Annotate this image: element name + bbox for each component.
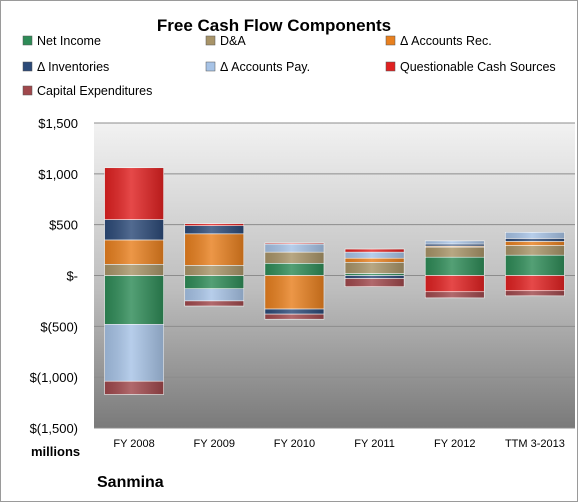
bar-shade [425,257,485,276]
bar-shade [264,263,324,276]
legend: Net Income D&A Δ Accounts Rec. Δ Inventorie… [22,34,556,98]
bar-shade [104,219,164,240]
y-tick-label: $1,500 [38,116,78,131]
bar-shade [104,324,164,382]
y-tick-label: $(1,500) [30,421,78,436]
legend-swatch [205,61,216,72]
bar-shade [505,241,565,246]
bars [104,167,565,395]
bar-shade [104,275,164,325]
bar-shade [184,223,244,226]
bar-shade [505,238,565,242]
legend-label: Δ Accounts Rec. [400,34,492,48]
bar-shade [345,262,405,274]
bar-shade [505,255,565,276]
bar-shade [345,278,405,287]
legend-label: Δ Inventories [37,60,109,74]
bar-shade [505,275,565,291]
bar-shade [184,225,244,234]
legend-label: Δ Accounts Pay. [220,60,310,74]
bar-shade [425,275,485,292]
bar-shade [264,275,324,310]
legend-label: Capital Expenditures [37,84,152,98]
bar-shade [345,252,405,259]
bar-shade [425,240,485,244]
bar-shade [184,233,244,266]
bar-shade [104,381,164,395]
bar-shade [425,243,485,247]
legend-swatch [385,35,396,46]
legend-swatch [22,85,33,96]
bar-shade [345,275,405,279]
legend-swatch [22,35,33,46]
grid [94,122,575,429]
legend-swatch [205,35,216,46]
bar-shade [345,249,405,253]
bar-shade [425,246,485,248]
legend-swatch [385,61,396,72]
bar-shade [264,309,324,315]
bar-shade [104,264,164,276]
bar-shade [425,291,485,298]
bar-shade [264,252,324,264]
bar-shade [264,314,324,320]
bar-shade [184,288,244,301]
y-tick-label: $(1,000) [30,370,78,385]
x-tick-label: FY 2009 [194,438,235,450]
legend-label: D&A [220,34,246,48]
bar-shade [505,245,565,256]
x-axis: FY 2008 FY 2009 FY 2010 FY 2011 FY 2012 TTM 3… [113,438,564,450]
chart-title: Free Cash Flow Components [157,16,391,35]
y-tick-label: $1,000 [38,167,78,182]
bar-shade [184,300,244,306]
y-axis: $1,500 $1,000 $500 $- $(500) $(1,000) $(1,500) [30,116,78,436]
bar-shade [264,242,324,244]
y-tick-label: $500 [49,218,78,233]
bar-shade [104,167,164,220]
bar-shade [425,247,485,258]
legend-label: Net Income [37,34,101,48]
bar-shade [505,232,565,239]
y-tick-label: $- [66,269,78,284]
bar-shade [345,258,405,263]
y-tick-label: $(500) [40,319,78,334]
x-tick-label: FY 2008 [113,438,154,450]
bar-shade [264,243,324,253]
bar-shade [345,273,405,276]
bar-shade [104,239,164,265]
legend-label: Questionable Cash Sources [400,60,556,74]
bar-shade [505,290,565,296]
bar-shade [184,275,244,289]
bar-shade [184,265,244,276]
x-tick-label: FY 2011 [354,438,395,450]
company-name: Sanmina [97,474,164,491]
unit-label: millions [31,444,80,459]
x-tick-label: FY 2012 [434,438,475,450]
legend-swatch [22,61,33,72]
x-tick-label: FY 2010 [274,438,315,450]
x-tick-label: TTM 3-2013 [505,438,565,450]
